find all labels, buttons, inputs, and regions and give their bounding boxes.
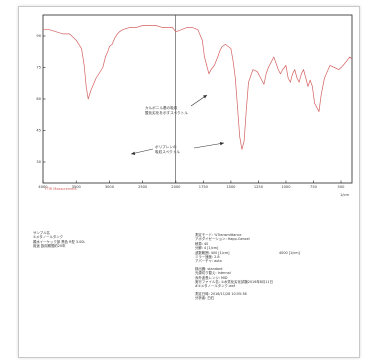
chart-corner-label: FTIR Measurement	[45, 187, 77, 191]
y-axis-ticks: 30 45 60 75 90	[36, 34, 46, 164]
sample-info-line: ①メタノールタンク	[33, 235, 64, 240]
measurement-range-end: 4000 [1/cm]	[279, 250, 300, 255]
annotation-polypropylene-arrow-right	[193, 142, 225, 149]
measurement-line: アポダイゼーション: Happ-Genzel	[195, 237, 250, 242]
x-tick-label: 750	[310, 185, 318, 189]
annotation-polypropylene-arrowhead-left	[131, 151, 136, 155]
annotation-carbonyl-arrowhead	[203, 95, 207, 99]
y-tick-label: 30	[36, 160, 41, 164]
y-tick-label: 90	[36, 34, 41, 38]
instrument-line: 実行ファイル名: ①水質化劣化試験2016年8月11日	[195, 279, 273, 284]
measurement-line: 波数範囲: 400 [1/cm] 4000 [1/cm]	[195, 250, 300, 255]
x-tick-label: 4000	[38, 185, 48, 189]
annotation-polypropylene-arrowhead-right	[219, 142, 224, 146]
x-tick-label: 2000	[171, 185, 181, 189]
annotation-polypropylene-line1: ポリプレンの	[155, 144, 177, 149]
x-tick-label: 1250	[254, 185, 264, 189]
measurement-range-start: 波数範囲: 400 [1/cm]	[195, 250, 230, 255]
x-axis-unit-label: 1/cm	[340, 193, 349, 197]
ir-spectrum-chart: 30 45 60 75 90 4000 3500 3000 2500 2000 1750 1500 1…	[36, 14, 353, 197]
annotation-carbonyl-line2: 酸化劣化を示すスペクトル	[145, 110, 188, 115]
chart-annotations: カルボニル基の吸収 酸化劣化を示すスペクトル ポリプレンの 吸収スペクトル	[130, 94, 225, 155]
plot-frame	[42, 14, 353, 184]
x-tick-label: 500	[338, 185, 346, 189]
x-tick-label: 3000	[105, 185, 115, 189]
y-tick-label: 75	[36, 66, 41, 70]
measurement-info: 測定モード: %Transmittance アポダイゼーション: Happ-Ge…	[195, 233, 300, 301]
instrument-line: 検出器: standard	[195, 266, 223, 271]
measurement-line: アパーチャ: auto	[195, 259, 222, 264]
x-tick-label: 3500	[72, 185, 82, 189]
x-axis-ticks: 4000 3500 3000 2500 2000 1750 1500 1250 1000 750 5…	[38, 180, 346, 189]
instrument-line: 赤外波長レンジ: MID	[195, 275, 228, 280]
sample-info: サンプル名 ①メタノールタンク 親水イーケック部 黒色 R型 3.00L 用途 …	[33, 231, 85, 249]
annotation-carbonyl: カルボニル基の吸収 酸化劣化を示すスペクトル	[145, 94, 208, 115]
spectrum-line	[43, 25, 353, 150]
y-tick-label: 45	[36, 129, 41, 133]
sample-info-line: 親水イーケック部 黒色 R型 3.00L	[33, 239, 86, 244]
document-sheet: 30 45 60 75 90 4000 3500 3000 2500 2000 1750 1500 1…	[18, 6, 360, 358]
x-tick-label: 1500	[226, 185, 236, 189]
instrument-line: 光源切り替え: Internal	[195, 271, 231, 276]
instrument-line: #①メタノールタンク.wxf	[195, 284, 235, 289]
measurement-line: ミラー速度: 2.8	[195, 254, 220, 259]
sample-info-line: サンプル名	[33, 231, 50, 235]
date-line: 測定日時: 2016/11/28 10:55:38	[195, 291, 247, 296]
measurement-line: 積算: 40	[195, 241, 209, 246]
measurement-line: 測定モード: %Transmittance	[195, 233, 242, 237]
x-tick-label: 1000	[281, 185, 291, 189]
annotation-polypropylene-line2: 吸収スペクトル	[155, 149, 180, 154]
y-tick-label: 60	[36, 97, 41, 101]
measurement-line: 分解: 4 [1/cm]	[195, 246, 219, 251]
annotation-polypropylene: ポリプレンの 吸収スペクトル	[130, 142, 225, 155]
analyst-line: 分析者: 白石	[195, 296, 215, 301]
annotation-carbonyl-line1: カルボニル基の吸収	[145, 105, 178, 110]
x-tick-label: 1750	[199, 185, 209, 189]
x-tick-label: 2500	[138, 185, 148, 189]
sample-info-line: 用途 飲用期間約20年	[33, 244, 66, 249]
